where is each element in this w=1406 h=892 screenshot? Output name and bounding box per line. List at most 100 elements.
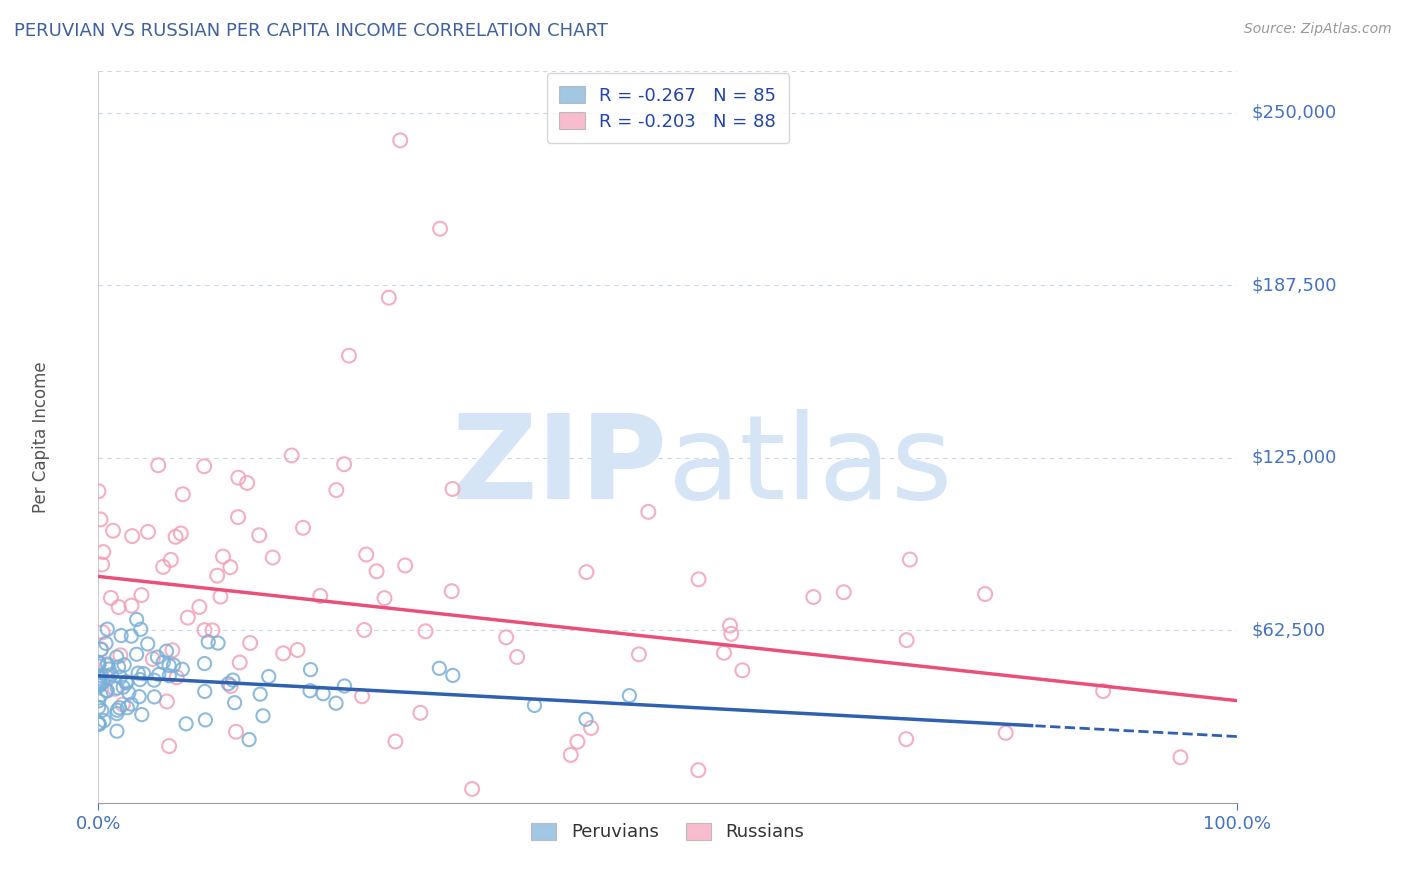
Point (105, 706, 128, 721)
Point (394, 558, 416, 573)
Point (155, 644, 177, 658)
Point (90, 688, 112, 702)
Point (120, 697, 142, 711)
Point (193, 624, 215, 638)
Point (108, 700, 131, 714)
Point (219, 560, 242, 574)
Point (96, 622, 118, 636)
Point (152, 560, 174, 574)
Point (93, 714, 115, 728)
Point (441, 668, 464, 682)
Point (257, 669, 280, 683)
Point (188, 599, 211, 614)
Point (575, 565, 598, 579)
Point (440, 584, 463, 599)
Point (136, 637, 159, 651)
Point (262, 550, 284, 565)
Point (89, 657, 111, 671)
Legend: Peruvians, Russians: Peruvians, Russians (524, 815, 811, 848)
Point (120, 629, 142, 643)
Point (152, 655, 174, 669)
Point (101, 524, 124, 538)
Point (207, 636, 229, 650)
Point (271, 646, 294, 660)
Point (90, 642, 112, 657)
Point (280, 449, 302, 463)
Point (165, 530, 187, 544)
Point (197, 635, 219, 649)
Point (129, 622, 152, 636)
Point (239, 636, 262, 650)
Point (441, 482, 464, 496)
Point (110, 670, 132, 684)
Point (125, 647, 148, 661)
Point (112, 680, 135, 694)
Point (506, 650, 529, 665)
Point (148, 458, 170, 473)
Point (325, 696, 347, 710)
Point (292, 521, 315, 535)
Text: ZIP: ZIP (451, 409, 668, 524)
Point (93, 674, 115, 689)
Point (115, 674, 138, 689)
Point (252, 708, 274, 723)
Point (429, 221, 451, 235)
Point (366, 564, 388, 578)
Point (205, 568, 228, 582)
Text: Source: ZipAtlas.com: Source: ZipAtlas.com (1244, 22, 1392, 37)
Point (87, 657, 110, 671)
Point (157, 658, 180, 673)
Point (354, 548, 377, 562)
Point (226, 510, 249, 524)
Point (333, 457, 356, 471)
Point (224, 696, 246, 710)
Point (90, 704, 112, 718)
Point (1092, 684, 1115, 698)
Point (131, 588, 153, 602)
Point (90, 669, 112, 683)
Text: $187,500: $187,500 (1251, 277, 1337, 294)
Point (94, 636, 117, 650)
Point (100, 667, 122, 681)
Point (87, 671, 110, 685)
Point (128, 690, 150, 704)
Point (575, 712, 598, 726)
Point (801, 590, 824, 604)
Point (104, 681, 127, 696)
Point (131, 707, 153, 722)
Point (898, 552, 921, 566)
Point (89, 678, 111, 692)
Point (105, 724, 128, 739)
Point (91, 545, 114, 559)
Text: $62,500: $62,500 (1251, 622, 1326, 640)
Point (212, 549, 235, 564)
Point (110, 648, 132, 663)
Point (174, 716, 197, 731)
Point (156, 694, 179, 708)
Point (299, 683, 322, 698)
Point (107, 600, 129, 615)
Point (87, 700, 110, 714)
Point (91, 625, 114, 640)
Point (994, 726, 1017, 740)
Point (129, 673, 152, 687)
Point (194, 684, 217, 698)
Point (89, 717, 111, 731)
Point (90, 642, 112, 657)
Point (209, 590, 232, 604)
Text: PERUVIAN VS RUSSIAN PER CAPITA INCOME CORRELATION CHART: PERUVIAN VS RUSSIAN PER CAPITA INCOME CO… (14, 22, 607, 40)
Point (132, 666, 155, 681)
Point (96, 683, 118, 698)
Point (688, 763, 710, 777)
Point (91, 558, 114, 572)
Point (309, 589, 332, 603)
Point (333, 679, 356, 693)
Point (159, 553, 181, 567)
Point (832, 585, 855, 599)
Point (312, 687, 335, 701)
Point (495, 630, 517, 644)
Point (143, 690, 166, 704)
Point (110, 628, 132, 642)
Point (111, 698, 134, 712)
Point (688, 572, 710, 586)
